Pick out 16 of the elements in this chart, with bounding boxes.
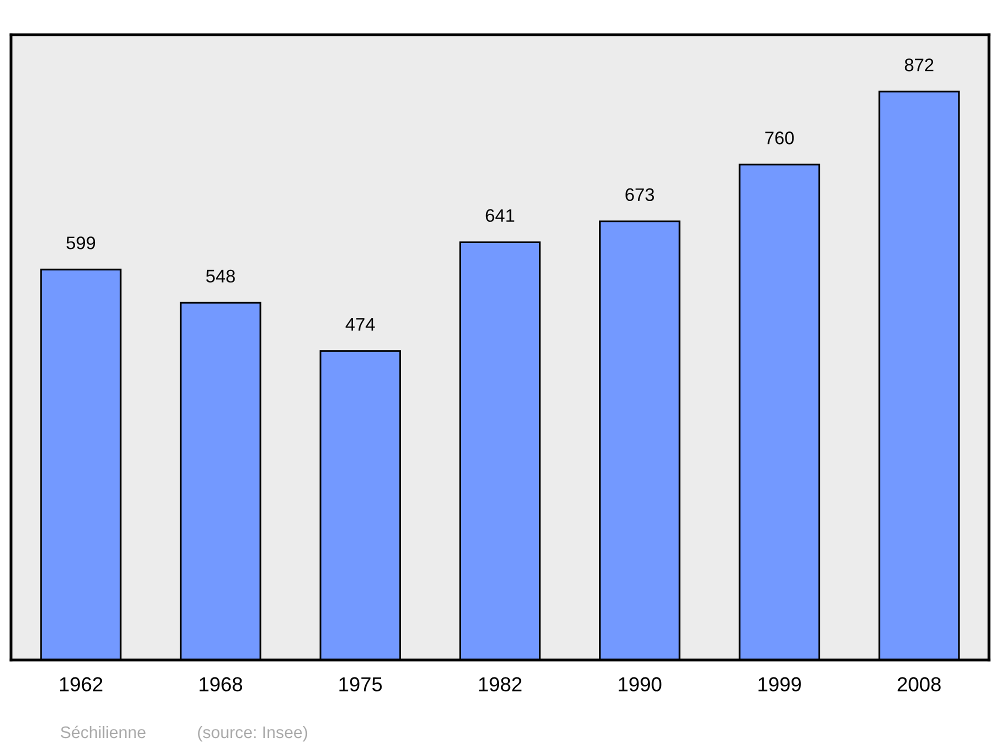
text: (source: Insee) (198, 726, 308, 742)
x-tick-label: 2008 (898, 677, 941, 692)
x-tick-label: 1975 (339, 677, 382, 692)
x-tick-label: 1982 (479, 677, 522, 692)
x-tick-label: 1962 (60, 677, 102, 692)
data-label: 760 (765, 132, 794, 144)
x-tick-label: 1990 (618, 677, 662, 692)
data-label: 641 (486, 209, 514, 222)
text: Séchilienne (60, 726, 146, 738)
data-label: 872 (904, 58, 934, 72)
data-label: 548 (206, 270, 235, 283)
data-label: 673 (626, 188, 654, 202)
x-tick-label: 1999 (758, 677, 801, 692)
data-label: 599 (66, 236, 96, 250)
data-label: 474 (346, 318, 375, 331)
x-tick-label: 1968 (200, 677, 242, 692)
